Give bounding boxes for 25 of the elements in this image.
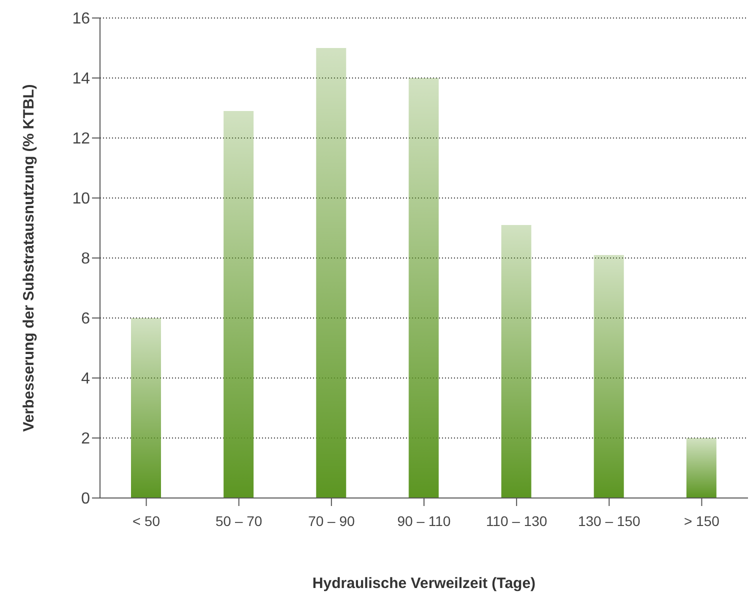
y-tick-label: 4 [81, 370, 90, 388]
x-tick-label: 110 – 130 [486, 512, 548, 529]
x-axis-title: Hydraulische Verweilzeit (Tage) [312, 575, 536, 592]
y-tick-label: 14 [72, 70, 90, 88]
y-tick-label: 10 [72, 190, 90, 208]
bar [501, 225, 532, 498]
bar [316, 48, 346, 498]
y-tick-label: 12 [72, 130, 90, 148]
x-tick-label: 90 – 110 [397, 512, 451, 529]
bar [408, 78, 439, 498]
x-tick-label: 70 – 90 [308, 512, 355, 529]
y-tick-label: 6 [81, 310, 90, 328]
x-tick-label: 130 – 150 [578, 512, 640, 529]
y-axis-title: Verbesserung der Substratausnutzung (% KTBL) [20, 84, 38, 432]
x-tick-label: 50 – 70 [216, 512, 262, 529]
y-tick-label: 8 [81, 250, 90, 268]
bar [686, 438, 716, 498]
x-tick-label: < 50 [132, 512, 160, 529]
bar [224, 111, 254, 498]
y-tick-label: 2 [81, 430, 90, 448]
bar [131, 318, 161, 498]
y-tick-label: 16 [72, 10, 90, 28]
bar [594, 255, 624, 498]
y-tick-label: 0 [81, 490, 90, 508]
x-tick-label: > 150 [684, 512, 720, 529]
